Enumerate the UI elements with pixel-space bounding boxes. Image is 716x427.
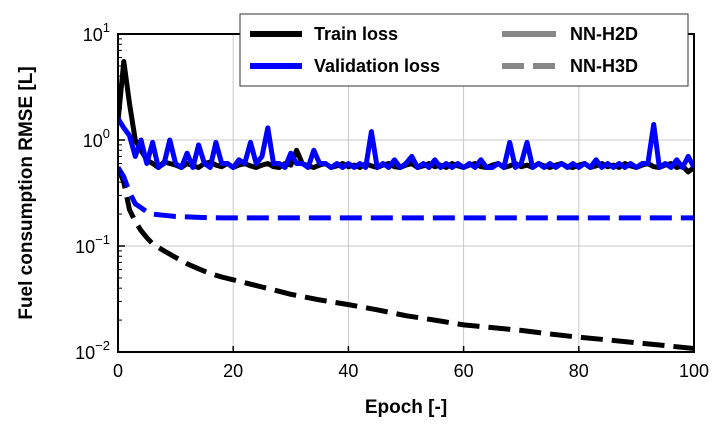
x-tick-label: 60 [454,361,474,381]
x-tick-label: 100 [679,361,709,381]
y-tick-label: 10−2 [75,338,110,363]
y-tick-label: 101 [83,20,110,45]
legend-label-nn-h2d: NN-H2D [570,24,638,44]
y-tick-labels: 101 100 10−1 10−2 [75,20,110,363]
x-axis-label: Epoch [-] [365,397,447,418]
y-axis-label: Fuel consumption RMSE [L] [16,66,37,319]
y-tick-label: 100 [83,126,110,151]
legend-label-validation-loss: Validation loss [314,56,440,76]
x-tick-label: 40 [338,361,358,381]
axis-ticks [117,33,695,353]
series-layer [118,59,694,351]
series-line-validation-loss-nn-h3d [118,166,694,221]
legend: Train loss Validation loss NN-H2D NN-H3D [239,13,689,87]
series-line-train-loss-nn-h3d [118,166,694,351]
x-tick-labels: 0 20 40 60 80 100 [113,361,709,381]
x-tick-label: 80 [569,361,589,381]
series-line-validation-loss-nn-h2d [118,117,694,170]
legend-box [239,13,689,87]
x-tick-label: 0 [113,361,123,381]
y-tick-label: 10−1 [75,232,110,257]
legend-label-nn-h3d: NN-H3D [570,56,638,76]
legend-label-train-loss: Train loss [314,24,398,44]
x-tick-label: 20 [223,361,243,381]
